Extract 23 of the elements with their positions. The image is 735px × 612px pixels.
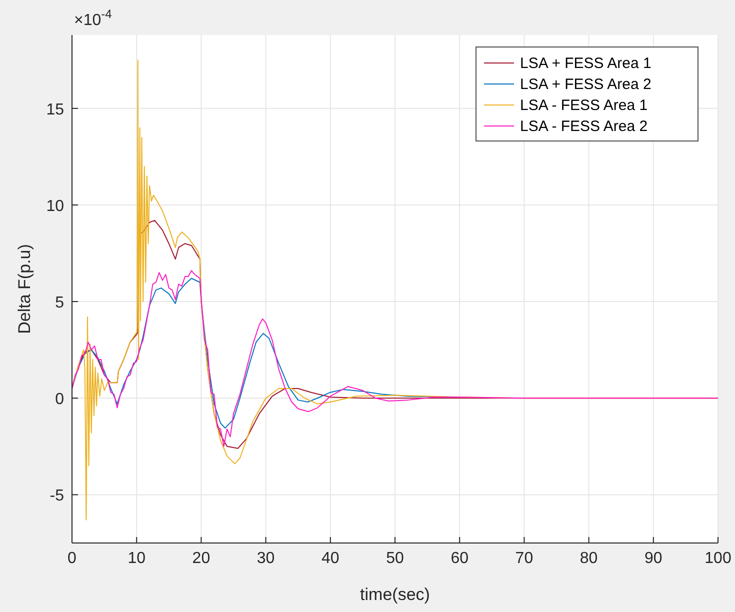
x-tick-label: 10 (128, 550, 146, 567)
x-tick-label: 100 (704, 550, 732, 567)
y-axis-title: Delta F(p.u) (15, 244, 34, 334)
y-tick-label: 5 (55, 294, 64, 312)
y-tick-label: 10 (46, 198, 64, 215)
x-axis-title: time(sec) (360, 585, 430, 604)
x-tick-label: 50 (386, 550, 404, 567)
legend-label: LSA + FESS Area 2 (520, 76, 652, 93)
x-tick-label: 80 (580, 550, 598, 567)
x-tick-label: 0 (68, 550, 77, 567)
x-tick-label: 90 (644, 550, 662, 567)
x-tick-label: 70 (515, 550, 534, 567)
y-tick-label: -5 (50, 488, 64, 505)
y-tick-label: 15 (46, 101, 64, 118)
x-tick-label: 40 (322, 550, 340, 567)
x-tick-label: 30 (256, 550, 275, 567)
x-tick-label: 20 (192, 550, 210, 567)
legend-label: LSA - FESS Area 2 (520, 118, 648, 135)
y-tick-label: 0 (55, 391, 64, 408)
legend-label: LSA + FESS Area 1 (520, 55, 652, 72)
legend-label: LSA - FESS Area 1 (520, 97, 648, 114)
x-tick-label: 60 (450, 550, 469, 567)
text: ×10$^{-4}$ (74, 7, 112, 29)
